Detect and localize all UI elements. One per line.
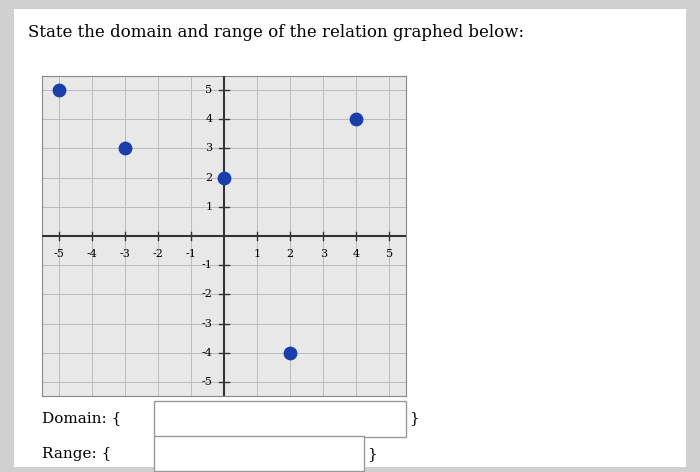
Text: 4: 4	[353, 249, 360, 259]
Text: 1: 1	[253, 249, 260, 259]
Text: -5: -5	[53, 249, 64, 259]
Text: -2: -2	[153, 249, 163, 259]
Text: 3: 3	[205, 143, 212, 153]
Text: -3: -3	[119, 249, 130, 259]
Text: Range: {: Range: {	[42, 447, 111, 461]
Text: -4: -4	[86, 249, 97, 259]
Text: -3: -3	[202, 319, 212, 329]
Text: 2: 2	[205, 173, 212, 183]
Point	[351, 116, 362, 123]
Text: 5: 5	[386, 249, 393, 259]
Text: 3: 3	[320, 249, 327, 259]
Point	[218, 174, 230, 181]
Text: -4: -4	[202, 348, 212, 358]
Text: Domain: {: Domain: {	[42, 411, 121, 425]
Text: -1: -1	[202, 260, 212, 270]
Text: 4: 4	[205, 114, 212, 124]
Point	[53, 86, 64, 94]
Text: State the domain and range of the relation graphed below:: State the domain and range of the relati…	[28, 24, 524, 41]
Text: -1: -1	[186, 249, 196, 259]
Text: }: }	[368, 447, 377, 461]
Text: }: }	[410, 411, 419, 425]
Text: 5: 5	[205, 85, 212, 95]
Point	[285, 349, 296, 356]
Text: 2: 2	[286, 249, 294, 259]
Point	[119, 145, 130, 152]
Text: -2: -2	[202, 289, 212, 299]
Text: -5: -5	[202, 377, 212, 387]
Text: 1: 1	[205, 202, 212, 212]
